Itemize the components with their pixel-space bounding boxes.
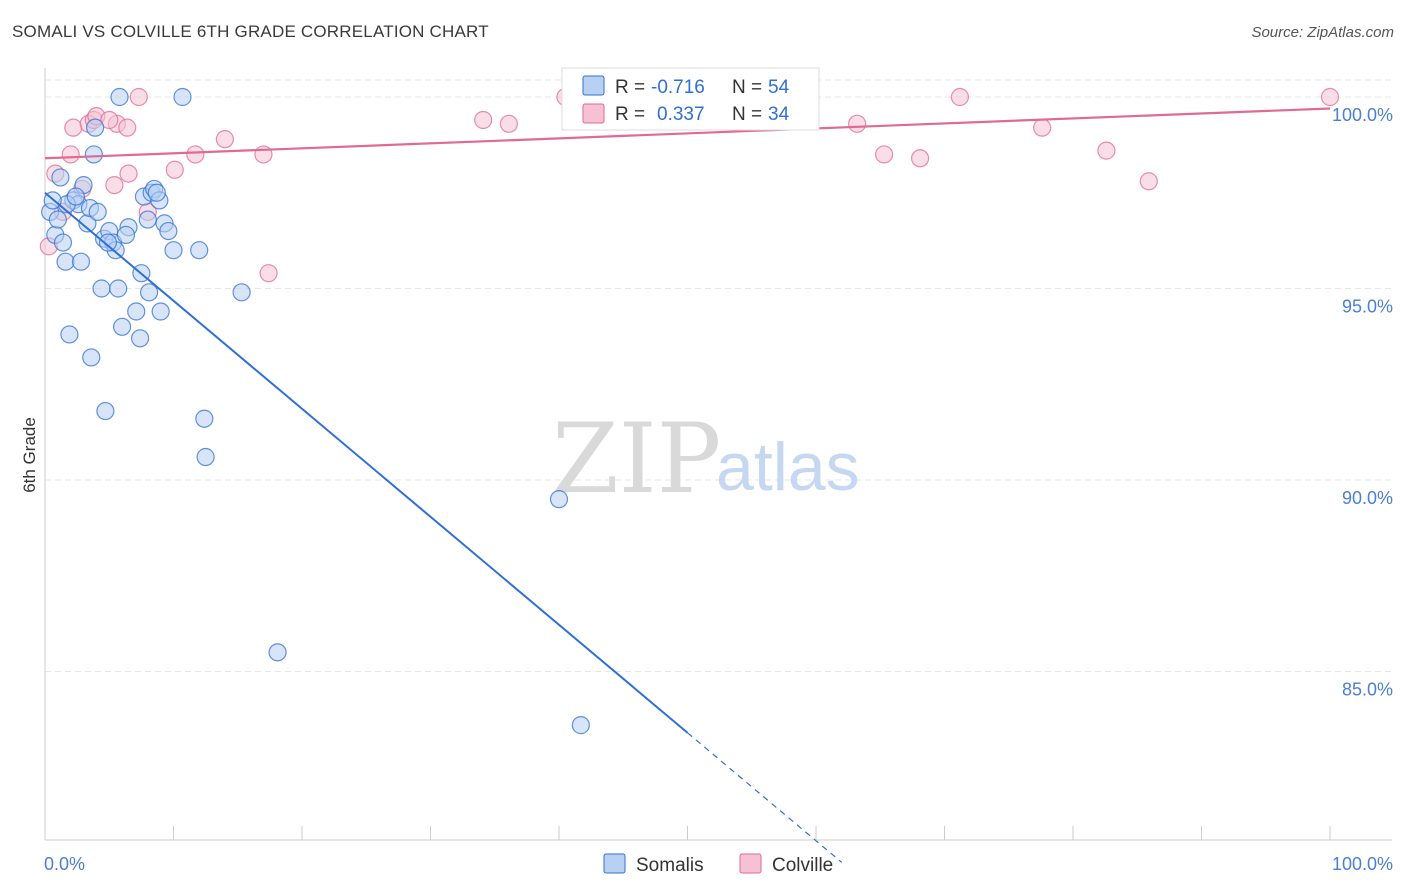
somalis-trend-extension bbox=[687, 732, 843, 863]
somalis-point bbox=[159, 221, 178, 241]
somalis-point bbox=[71, 252, 91, 271]
colville-point bbox=[1097, 141, 1116, 160]
somalis-point bbox=[190, 241, 209, 260]
somalis-point bbox=[51, 168, 70, 187]
somalis-point bbox=[98, 233, 118, 252]
colville-point bbox=[64, 118, 83, 137]
legend: R = -0.716 N = 54 R = 0.337 N = 34 bbox=[561, 67, 820, 131]
legend-r-label: R = bbox=[615, 104, 645, 125]
x-tick-label: 100.0% bbox=[1332, 854, 1393, 874]
somalis-point bbox=[86, 118, 105, 137]
somalis-point bbox=[48, 210, 67, 229]
somalis-point bbox=[127, 302, 146, 321]
somalis-point bbox=[116, 225, 136, 244]
somalis-point bbox=[164, 241, 183, 260]
x-tick-labels: 0.0% 100.0% bbox=[44, 854, 1393, 874]
legend-swatch-somalis bbox=[582, 75, 605, 96]
somalis-point bbox=[66, 187, 85, 206]
legend-r-value: -0.716 bbox=[651, 77, 705, 98]
somalis-points bbox=[41, 87, 590, 735]
colville-point bbox=[61, 145, 80, 164]
colville-point bbox=[950, 87, 970, 107]
y-tick-label: 95.0% bbox=[1342, 297, 1393, 317]
chart-source: Source: ZipAtlas.com bbox=[1251, 24, 1394, 41]
somalis-point bbox=[571, 716, 590, 735]
chart-title: SOMALI VS COLVILLE 6TH GRADE CORRELATION… bbox=[12, 22, 489, 41]
bottom-legend-swatch-colville bbox=[739, 853, 762, 874]
somalis-point bbox=[147, 183, 166, 202]
colville-point bbox=[875, 145, 894, 164]
somalis-point bbox=[82, 348, 101, 367]
colville-point bbox=[1139, 172, 1158, 191]
legend-r-label: R = bbox=[615, 77, 645, 98]
somalis-trend-line bbox=[44, 191, 689, 734]
y-tick-label: 90.0% bbox=[1342, 488, 1393, 508]
somalis-point bbox=[92, 279, 111, 298]
somalis-point bbox=[173, 87, 192, 107]
colville-point bbox=[105, 175, 124, 195]
legend-swatch-colville bbox=[582, 103, 605, 124]
legend-box bbox=[561, 67, 820, 131]
somalis-point bbox=[268, 643, 287, 662]
colville-point bbox=[848, 114, 867, 133]
somalis-point bbox=[138, 210, 157, 229]
legend-n-label: N = bbox=[732, 104, 762, 125]
legend-n-value: 34 bbox=[768, 104, 790, 125]
colville-point bbox=[474, 110, 493, 130]
somalis-point bbox=[56, 252, 75, 271]
somalis-point bbox=[88, 202, 107, 221]
colville-point bbox=[129, 87, 148, 107]
watermark-atlas: atlas bbox=[716, 429, 860, 505]
somalis-point bbox=[130, 329, 150, 348]
somalis-point bbox=[109, 279, 128, 298]
gridlines bbox=[45, 79, 1392, 672]
colville-point bbox=[910, 149, 930, 168]
y-tick-labels: 100.0% 95.0% 90.0% 85.0% bbox=[1332, 105, 1393, 700]
colville-point bbox=[259, 264, 278, 283]
colville-trend-line bbox=[44, 107, 1331, 160]
colville-point bbox=[499, 114, 518, 133]
colville-point bbox=[165, 160, 184, 179]
colville-point bbox=[100, 110, 119, 130]
somalis-point bbox=[151, 302, 170, 321]
colville-point bbox=[1033, 118, 1052, 137]
colville-point bbox=[1320, 87, 1340, 107]
y-axis-label: 6th Grade bbox=[20, 417, 39, 493]
colville-point bbox=[215, 130, 234, 149]
colville-point bbox=[119, 164, 138, 183]
somalis-point bbox=[53, 233, 73, 252]
watermark: ZIP atlas bbox=[552, 403, 860, 515]
x-tick-label: 0.0% bbox=[44, 854, 85, 874]
somalis-point bbox=[112, 317, 132, 336]
legend-n-label: N = bbox=[732, 77, 762, 98]
colville-point bbox=[186, 145, 205, 164]
legend-r-value: 0.337 bbox=[657, 104, 705, 125]
somalis-point bbox=[232, 283, 251, 302]
colville-point bbox=[118, 118, 137, 137]
bottom-legend: Somalis Colville bbox=[603, 853, 833, 876]
watermark-zip: ZIP bbox=[552, 403, 721, 515]
bottom-legend-colville: Colville bbox=[772, 855, 833, 876]
somalis-point bbox=[96, 401, 115, 421]
trend-lines bbox=[44, 107, 1331, 863]
y-tick-label: 100.0% bbox=[1332, 105, 1393, 125]
bottom-legend-swatch-somalis bbox=[603, 853, 626, 874]
y-tick-label: 85.0% bbox=[1342, 680, 1393, 700]
bottom-legend-somalis: Somalis bbox=[636, 855, 704, 876]
somalis-point bbox=[549, 490, 569, 509]
somalis-point bbox=[195, 409, 214, 428]
somalis-point bbox=[60, 325, 79, 344]
somalis-point bbox=[110, 87, 129, 107]
somalis-point bbox=[196, 447, 215, 467]
legend-n-value: 54 bbox=[768, 77, 790, 98]
somalis-point bbox=[84, 145, 103, 164]
somalis-point bbox=[139, 283, 159, 302]
